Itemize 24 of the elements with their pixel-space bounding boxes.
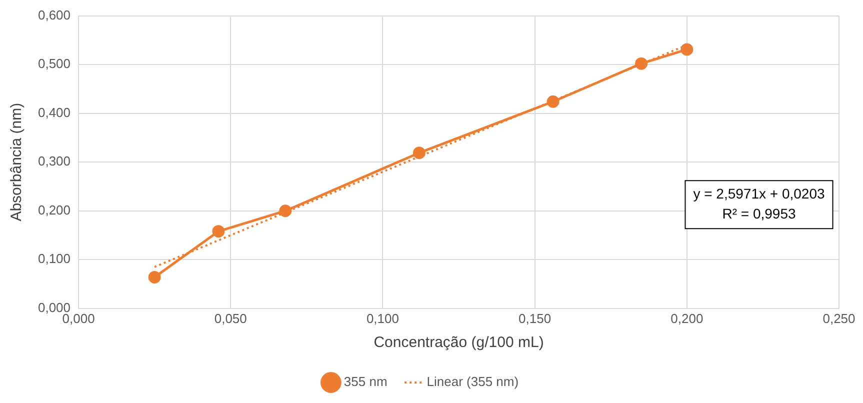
x-axis-title: Concentração (g/100 mL): [374, 334, 544, 352]
point: [148, 270, 161, 284]
x-tick-label: 0,100: [366, 310, 399, 326]
point: [546, 95, 560, 108]
point: [635, 57, 648, 70]
y-tick-label: 0,300: [38, 154, 71, 169]
annotation: y = 2,5971x + 0,0203: [693, 185, 825, 202]
x-tick-label: 0,200: [670, 310, 704, 326]
point: [279, 204, 292, 218]
x-tick-label: 0,050: [214, 310, 247, 326]
y-axis-title: Absorbância (nm): [8, 102, 26, 222]
x-tick-label: 0,150: [518, 310, 552, 326]
x-tick-label: 0,250: [822, 310, 856, 326]
legend-label: 355 nm: [344, 374, 388, 390]
legend-label: Linear (355 nm): [426, 374, 519, 390]
annotation: R² = 0,9953: [722, 205, 796, 222]
y-tick-label: 0,600: [38, 7, 71, 22]
point: [680, 43, 694, 56]
y-tick-label: 0,200: [38, 202, 71, 218]
point: [412, 146, 426, 160]
point: [212, 225, 225, 238]
y-tick-label: 0,100: [38, 251, 71, 266]
y-tick-label: 0,400: [38, 104, 71, 120]
y-tick-label: 0,500: [38, 56, 71, 72]
